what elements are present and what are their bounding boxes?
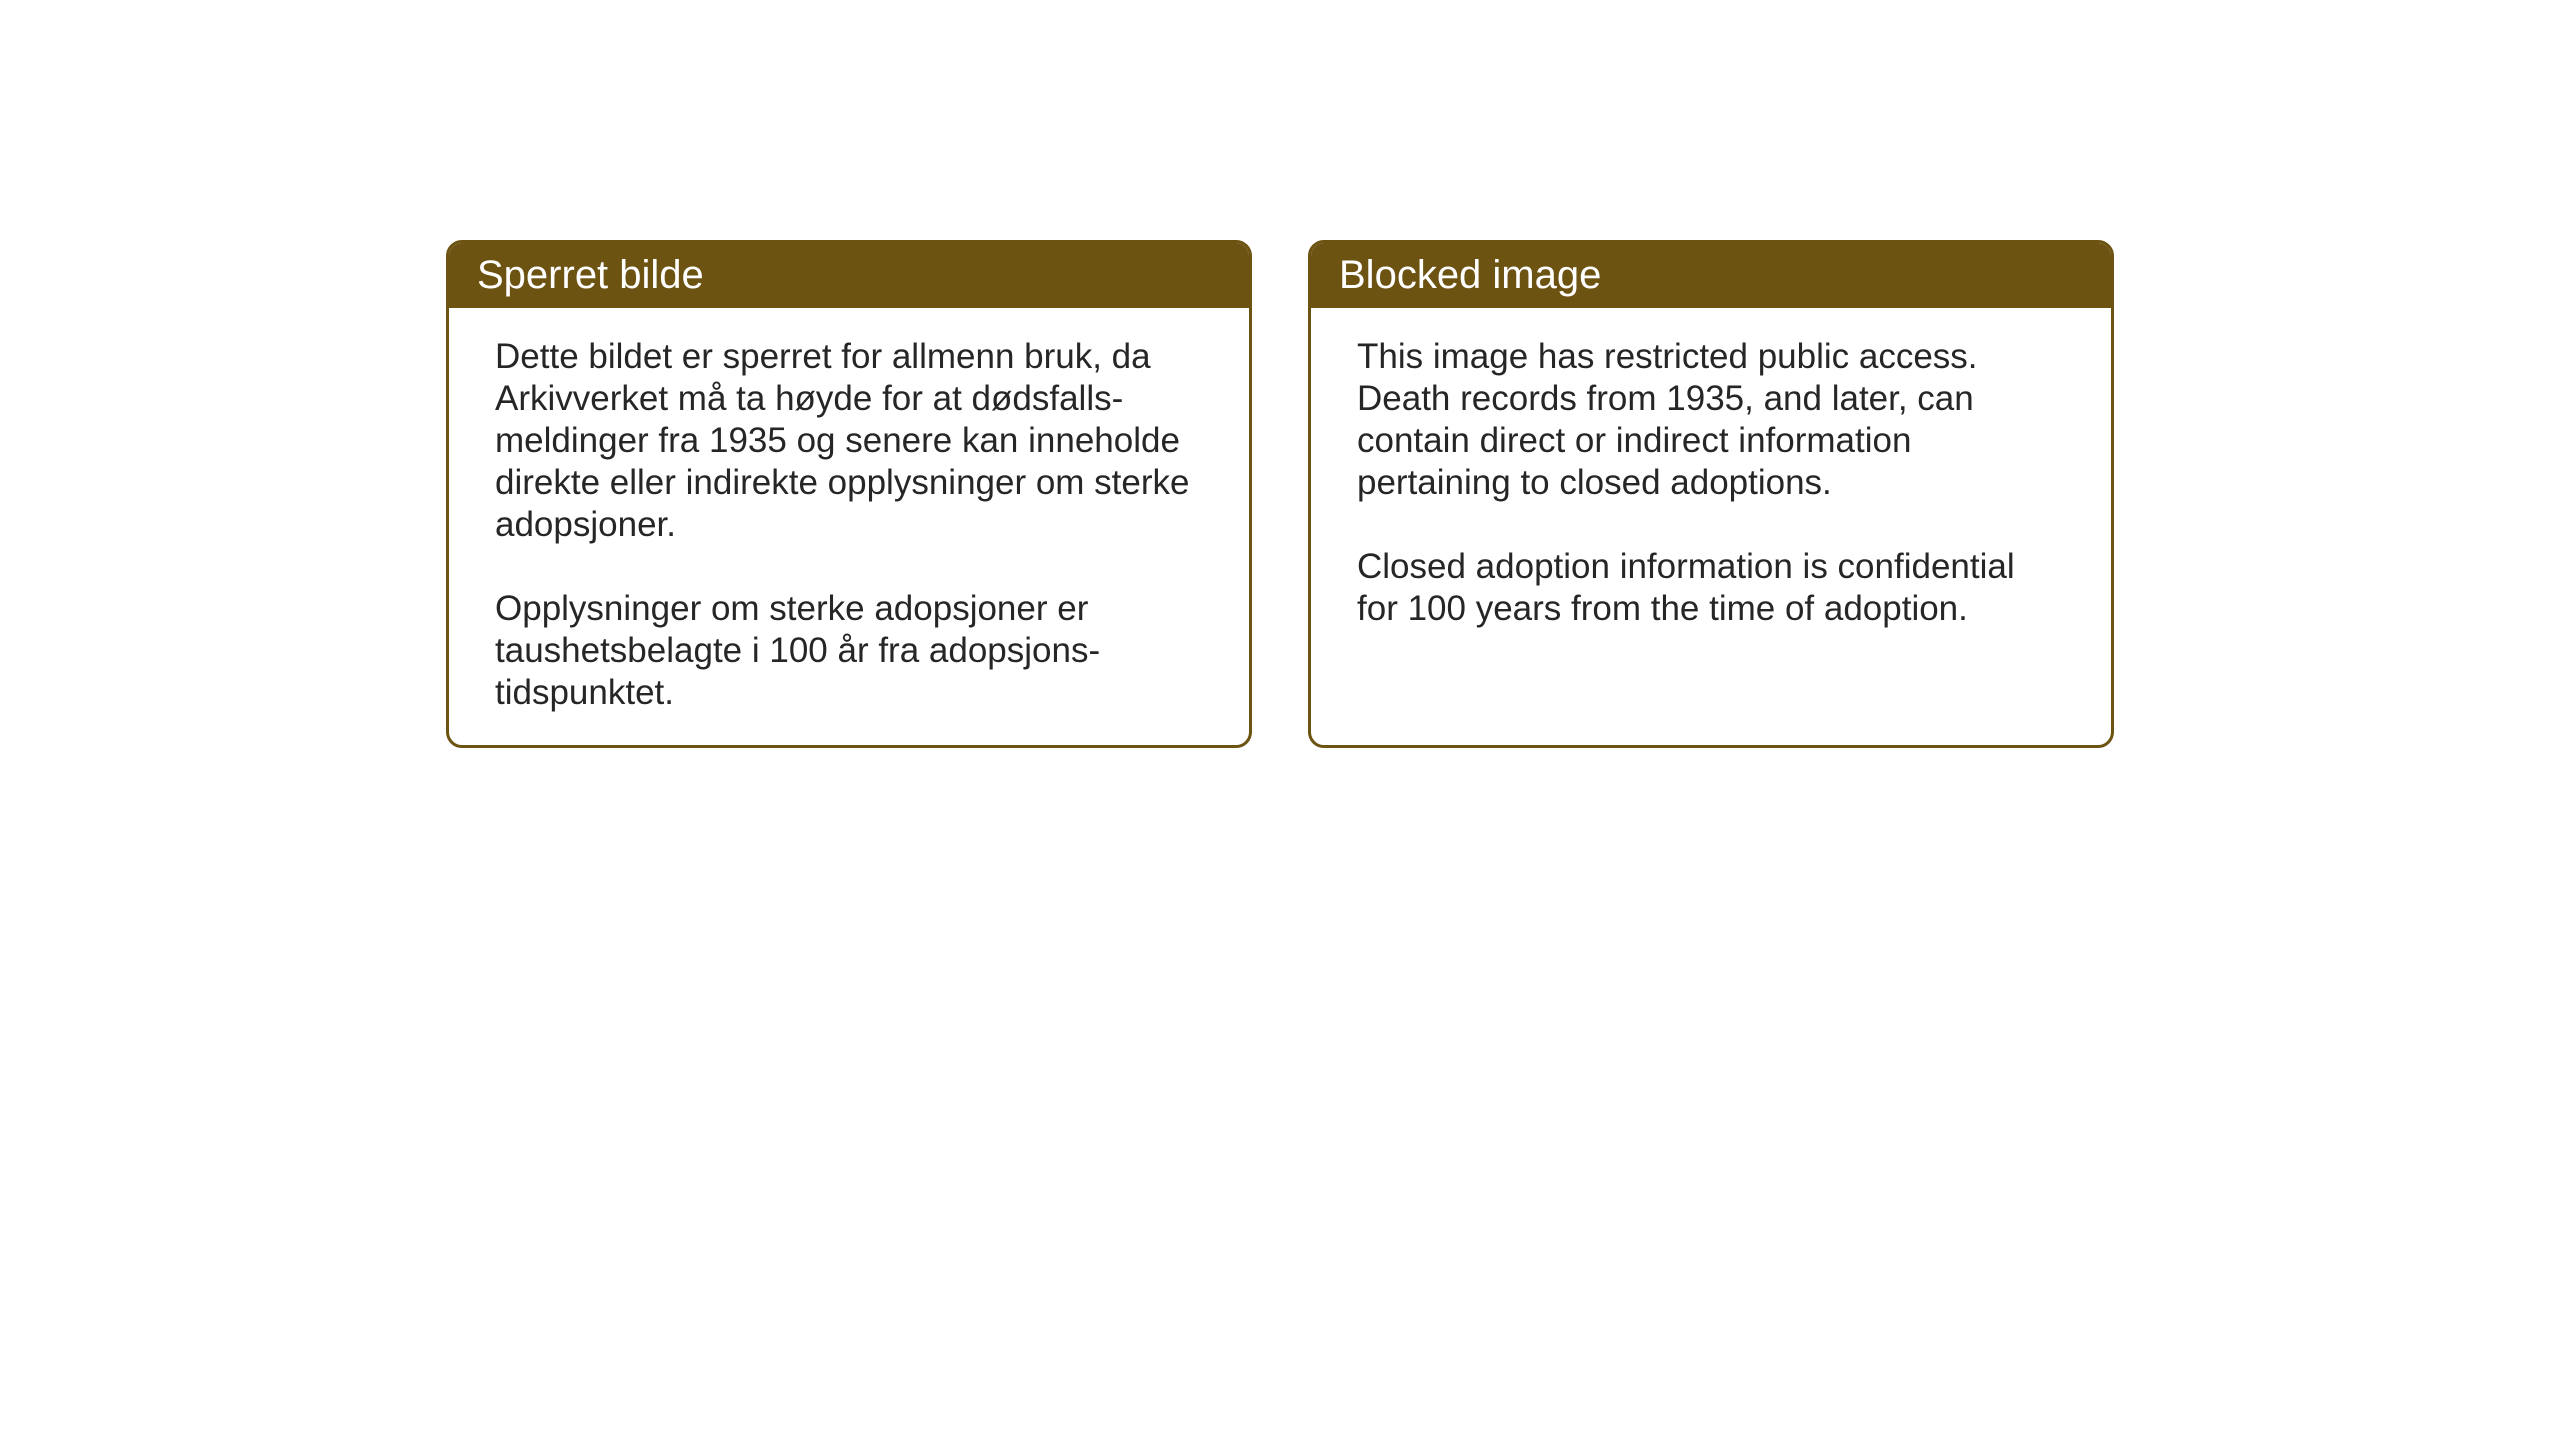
notice-title-norwegian: Sperret bilde (477, 253, 704, 297)
notice-paragraph-2-english: Closed adoption information is confident… (1357, 546, 2065, 630)
notice-paragraph-1-norwegian: Dette bildet er sperret for allmenn bruk… (495, 336, 1203, 546)
notice-title-english: Blocked image (1339, 253, 1601, 297)
notices-container: Sperret bilde Dette bildet er sperret fo… (446, 240, 2114, 748)
notice-paragraph-2-norwegian: Opplysninger om sterke adopsjoner er tau… (495, 588, 1203, 714)
notice-body-norwegian: Dette bildet er sperret for allmenn bruk… (449, 308, 1249, 742)
notice-body-english: This image has restricted public access.… (1311, 308, 2111, 658)
notice-header-english: Blocked image (1311, 243, 2111, 308)
notice-box-english: Blocked image This image has restricted … (1308, 240, 2114, 748)
notice-box-norwegian: Sperret bilde Dette bildet er sperret fo… (446, 240, 1252, 748)
notice-header-norwegian: Sperret bilde (449, 243, 1249, 308)
notice-paragraph-1-english: This image has restricted public access.… (1357, 336, 2065, 504)
